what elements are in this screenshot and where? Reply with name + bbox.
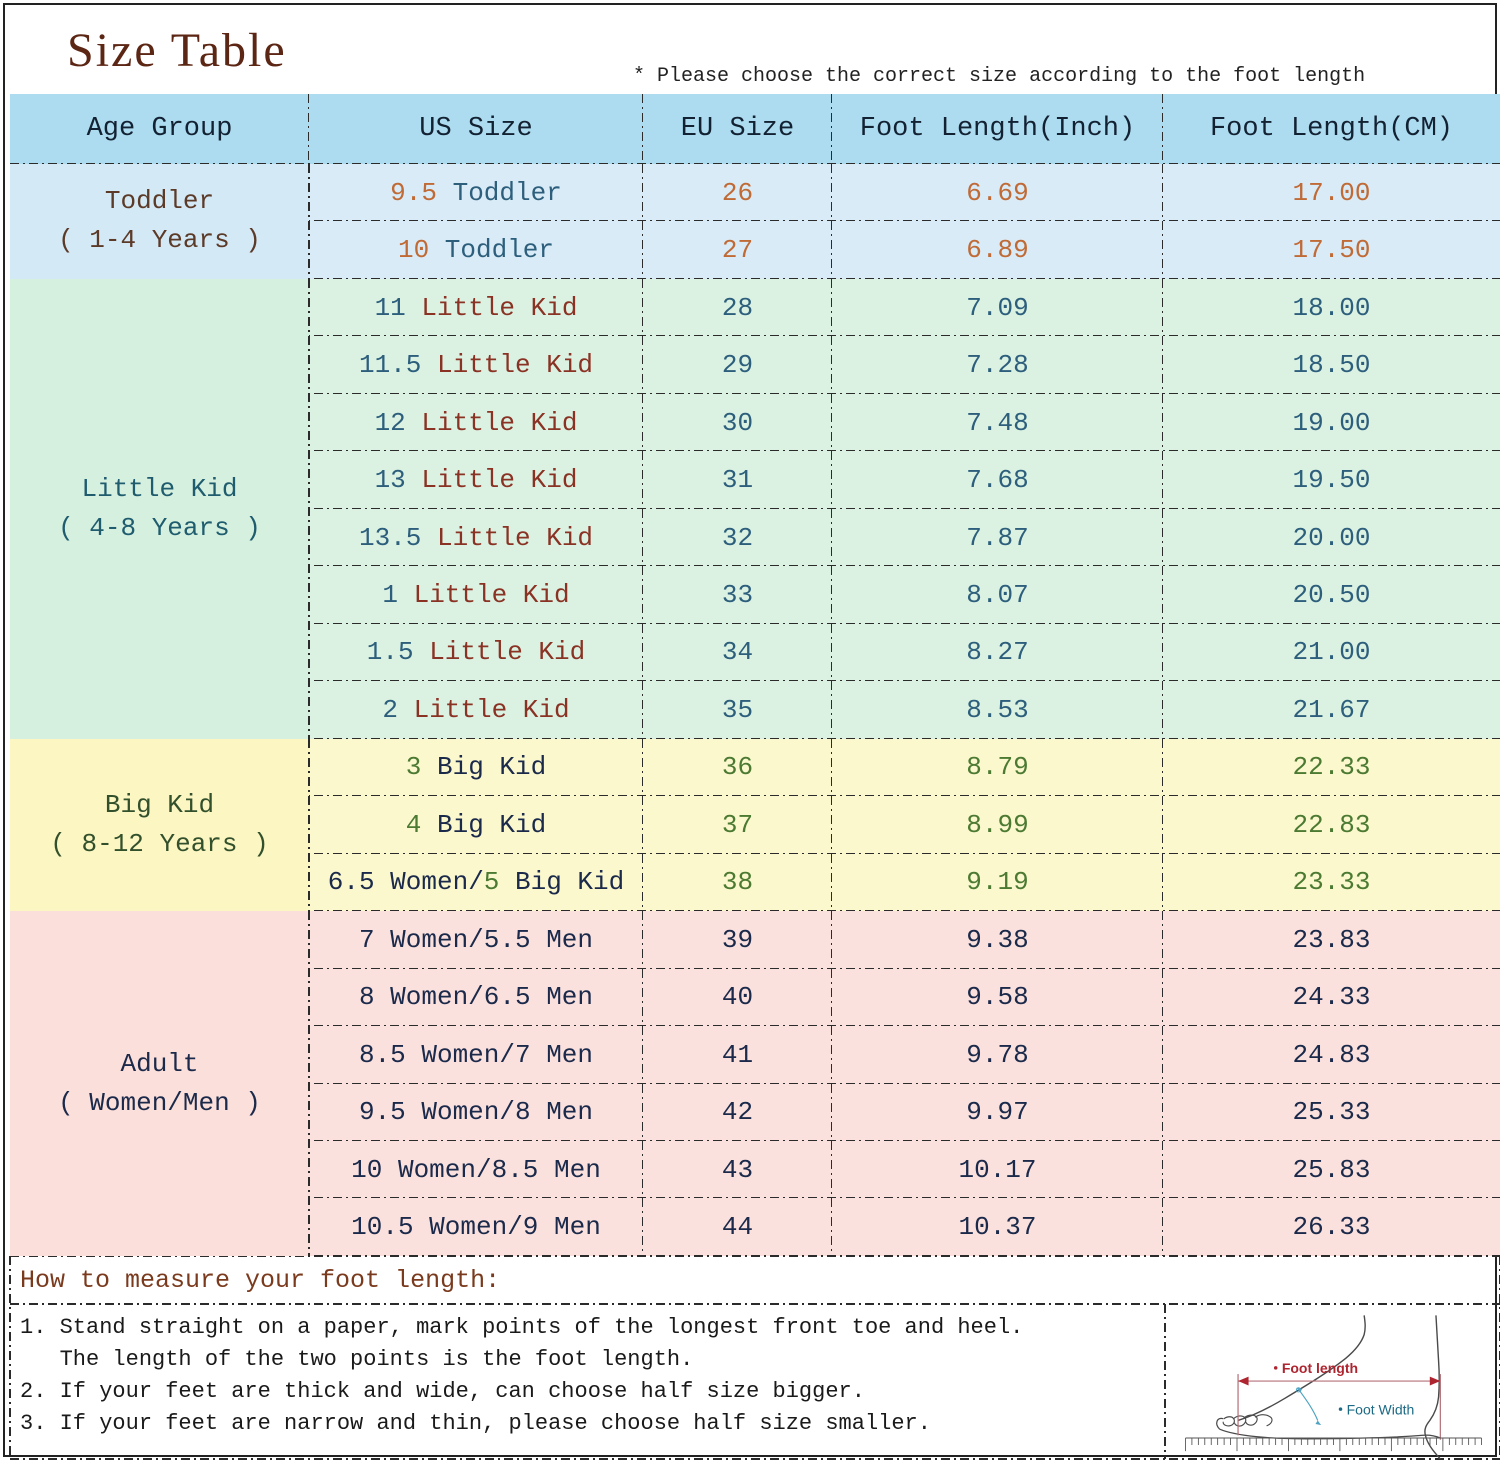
svg-text:Foot Width: Foot Width — [1347, 1401, 1415, 1417]
svg-text:Foot length: Foot length — [1282, 1360, 1358, 1376]
